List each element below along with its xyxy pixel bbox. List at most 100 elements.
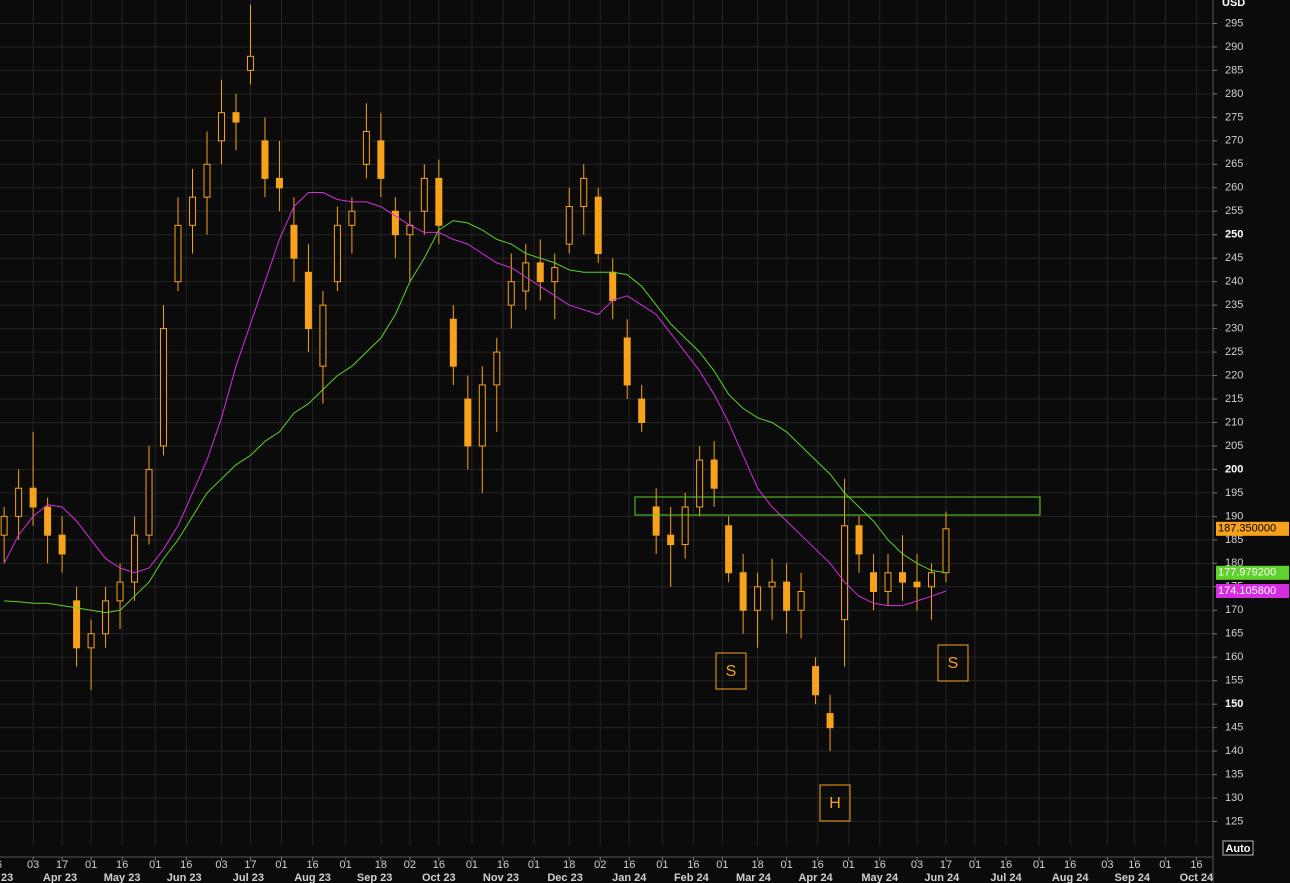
annotation: S xyxy=(948,655,959,672)
candle-body xyxy=(102,600,110,635)
x-tick-label: 01 xyxy=(149,859,161,871)
x-tick-label: 16 xyxy=(1128,859,1140,871)
annotation-box xyxy=(715,652,747,690)
candle-body xyxy=(725,525,733,574)
candle-body xyxy=(841,525,849,621)
candle-body xyxy=(652,506,660,536)
month-label: Apr 23 xyxy=(43,872,77,883)
x-tick-label: 16 xyxy=(1000,859,1012,871)
candle-body xyxy=(594,196,602,255)
y-tick-label: 195 xyxy=(1225,487,1243,499)
x-tick-label: 16 xyxy=(116,859,128,871)
candle-body xyxy=(58,534,66,555)
candle-body xyxy=(536,262,544,283)
price-tag xyxy=(1216,521,1289,536)
y-tick-label: 210 xyxy=(1225,416,1243,428)
unit-label: USD xyxy=(1222,0,1245,9)
candle-body xyxy=(783,581,791,611)
price-tag-label: 187.350000 xyxy=(1218,523,1276,535)
x-tick-label: 02 xyxy=(404,859,416,871)
price-tag xyxy=(1216,584,1289,599)
month-label: Jan 24 xyxy=(612,872,647,883)
x-tick-label: 03 xyxy=(27,859,39,871)
y-tick-label: 160 xyxy=(1225,651,1243,663)
candle-body xyxy=(623,337,631,386)
month-label: Oct 23 xyxy=(422,872,456,883)
month-label: Dec 23 xyxy=(547,872,582,883)
candle-body xyxy=(203,163,211,198)
month-label: Aug 24 xyxy=(1052,872,1090,883)
candle-body xyxy=(333,224,341,283)
y-tick-label: 235 xyxy=(1225,299,1243,311)
candle-body xyxy=(275,177,283,189)
candle-body xyxy=(73,600,81,649)
x-tick-label: 16 xyxy=(306,859,318,871)
y-tick-label: 230 xyxy=(1225,323,1243,335)
y-tick-label: 165 xyxy=(1225,628,1243,640)
candle-body xyxy=(942,528,950,574)
x-tick-label: 01 xyxy=(843,859,855,871)
y-tick-label: 245 xyxy=(1225,252,1243,264)
candle-body xyxy=(739,572,747,611)
y-tick-label: 135 xyxy=(1225,768,1243,780)
x-tick-label: 16 xyxy=(812,859,824,871)
month-label: May 23 xyxy=(104,872,141,883)
candle-body xyxy=(217,112,225,142)
auto-button[interactable] xyxy=(1222,840,1254,856)
x-tick-label: 01 xyxy=(716,859,728,871)
y-tick-label: 205 xyxy=(1225,440,1243,452)
candle-body xyxy=(899,572,907,583)
candle-body xyxy=(87,633,95,649)
y-tick-label: 150 xyxy=(1225,698,1243,710)
candle-body xyxy=(145,468,153,536)
x-tick-label: 16 xyxy=(1190,859,1202,871)
moving-average xyxy=(4,220,947,614)
y-tick-label: 200 xyxy=(1225,463,1243,475)
candle-body xyxy=(44,506,52,536)
x-tick-label: 01 xyxy=(340,859,352,871)
candle-body xyxy=(551,267,559,283)
x-tick-label: 17 xyxy=(56,859,68,871)
month-label: Feb 24 xyxy=(674,872,710,883)
month-label: Jun 23 xyxy=(167,872,202,883)
candle-body xyxy=(160,328,168,447)
x-tick-label: 03 xyxy=(215,859,227,871)
y-tick-label: 220 xyxy=(1225,369,1243,381)
candle-body xyxy=(377,140,385,179)
x-tick-label: 01 xyxy=(275,859,287,871)
candle-body xyxy=(304,271,312,330)
x-tick-label: 01 xyxy=(85,859,97,871)
x-tick-label: 17 xyxy=(940,859,952,871)
candle-body xyxy=(768,581,776,588)
y-tick-label: 295 xyxy=(1225,17,1243,29)
y-tick-label: 145 xyxy=(1225,722,1243,734)
candle-body xyxy=(29,487,37,508)
y-tick-label: 240 xyxy=(1225,276,1243,288)
candle-body xyxy=(15,487,23,517)
annotation-box xyxy=(819,784,851,822)
x-tick-label: 18 xyxy=(375,859,387,871)
auto-button-label[interactable]: Auto xyxy=(1225,843,1250,855)
price-tag xyxy=(1216,565,1289,580)
x-tick-label: 01 xyxy=(1159,859,1171,871)
x-tick-label: 16 xyxy=(0,859,2,871)
month-label: Aug 23 xyxy=(294,872,331,883)
candle-body xyxy=(464,398,472,447)
candle-body xyxy=(681,506,689,546)
candle-body xyxy=(580,177,588,208)
candle-body xyxy=(261,140,269,179)
y-tick-label: 215 xyxy=(1225,393,1243,405)
month-label: Mar 24 xyxy=(736,872,772,883)
x-tick-label: 18 xyxy=(751,859,763,871)
candle-body xyxy=(435,177,443,226)
candle-body xyxy=(116,581,124,602)
candle-body xyxy=(232,112,240,123)
month-label: Jul 23 xyxy=(233,872,264,883)
x-tick-label: 01 xyxy=(466,859,478,871)
candle-body xyxy=(667,534,675,546)
moving-average xyxy=(3,192,947,607)
candle-body xyxy=(131,534,139,583)
candle-body xyxy=(391,210,399,236)
y-tick-label: 290 xyxy=(1225,41,1243,53)
